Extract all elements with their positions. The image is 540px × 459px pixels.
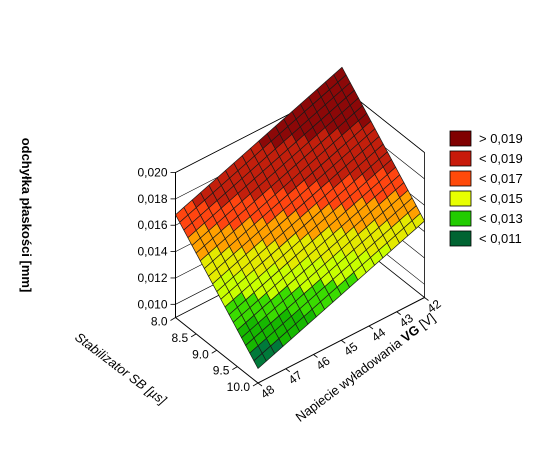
legend-item: > 0,019 bbox=[449, 130, 523, 147]
x-tick-mark bbox=[170, 317, 176, 321]
legend-label: > 0,019 bbox=[479, 131, 523, 146]
x-tick-mark bbox=[232, 366, 238, 370]
legend-item: < 0,013 bbox=[449, 210, 523, 227]
legend-item: < 0,011 bbox=[449, 230, 522, 247]
y-tick-mark bbox=[424, 297, 429, 301]
legend-item: < 0,017 bbox=[449, 170, 523, 187]
y-axis-title: Napiecie wyładowania VG [V] bbox=[293, 310, 438, 425]
z-tick-label: 0,018 bbox=[137, 192, 167, 206]
y-tick-mark bbox=[341, 339, 346, 344]
x-tick-label: 9.5 bbox=[213, 364, 230, 378]
legend-label: < 0,017 bbox=[479, 171, 523, 186]
z-tick-label: 0,012 bbox=[137, 271, 167, 285]
y-tick-mark bbox=[313, 354, 318, 358]
y-tick-mark bbox=[285, 368, 290, 373]
legend-swatch bbox=[449, 170, 472, 187]
x-tick-label: 8.0 bbox=[151, 315, 168, 329]
x-tick-mark bbox=[190, 333, 197, 338]
legend-item: < 0,015 bbox=[449, 190, 523, 207]
x-axis-title: Stabilizator SB [µs] bbox=[72, 329, 169, 407]
z-tick-label: 0,020 bbox=[137, 166, 167, 180]
legend-label: < 0,011 bbox=[479, 231, 522, 246]
legend-label: < 0,013 bbox=[479, 211, 523, 226]
y-tick-mark bbox=[257, 382, 263, 387]
z-tick-label: 0,010 bbox=[137, 297, 167, 311]
legend-label: < 0,019 bbox=[479, 151, 523, 166]
x-tick-label: 9.0 bbox=[192, 347, 209, 361]
z-tick-label: 0,014 bbox=[137, 245, 167, 259]
y-tick-mark bbox=[396, 311, 401, 316]
x-tick-label: 10.0 bbox=[227, 380, 251, 394]
surface-cell bbox=[253, 353, 267, 369]
y-tick-mark bbox=[368, 325, 374, 330]
legend-swatch bbox=[449, 150, 472, 167]
x-tick-mark bbox=[252, 382, 259, 387]
surface-mesh bbox=[175, 66, 425, 369]
legend-swatch bbox=[449, 130, 472, 147]
z-axis-title: odchyłka płaskości [mm] bbox=[19, 138, 34, 293]
legend-swatch bbox=[449, 190, 472, 207]
legend: > 0,019 < 0,019 < 0,017 < 0,015 < 0,013 < 0,0… bbox=[449, 130, 523, 247]
legend-label: < 0,015 bbox=[479, 191, 523, 206]
chart-axes bbox=[170, 172, 429, 387]
z-tick-label: 0,016 bbox=[137, 218, 167, 232]
legend-swatch bbox=[449, 210, 472, 227]
legend-item: < 0,019 bbox=[449, 150, 523, 167]
legend-swatch bbox=[449, 230, 472, 247]
x-tick-mark bbox=[211, 349, 217, 354]
x-tick-label: 8.5 bbox=[171, 331, 188, 345]
